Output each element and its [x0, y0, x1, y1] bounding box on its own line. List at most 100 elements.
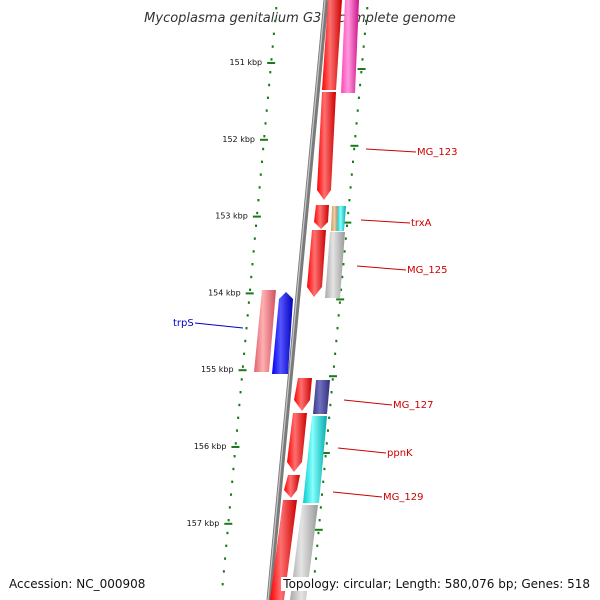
- tick-label: 152 kbp: [222, 135, 255, 144]
- minor-tick: [235, 429, 238, 432]
- minor-tick: [341, 275, 344, 279]
- minor-tick: [241, 365, 244, 368]
- minor-tick: [228, 506, 231, 509]
- minor-tick: [262, 147, 265, 151]
- gene-label-mg127: MG_127: [393, 400, 433, 411]
- minor-tick: [270, 58, 273, 61]
- minor-tick: [266, 96, 269, 99]
- gene-label-trps: trpS: [173, 318, 194, 329]
- cds-mg129-red: [284, 475, 300, 498]
- cds-small-red: [314, 205, 329, 229]
- minor-tick: [246, 314, 249, 317]
- minor-tick: [238, 403, 241, 407]
- minor-tick: [237, 416, 240, 419]
- minor-tick: [265, 109, 268, 112]
- minor-tick: [360, 71, 363, 74]
- minor-tick: [272, 32, 275, 35]
- cds-top: [322, 0, 342, 90]
- minor-tick: [263, 135, 266, 138]
- minor-tick: [326, 429, 329, 432]
- cds-mg123: [317, 92, 336, 200]
- minor-tick: [231, 480, 234, 483]
- cds-bottom-red: [270, 500, 297, 600]
- leader-mg123: [365, 148, 417, 153]
- minor-tick: [226, 531, 229, 535]
- cds-pink: [341, 0, 359, 93]
- minor-tick: [315, 557, 318, 560]
- minor-tick: [250, 275, 253, 279]
- minor-tick: [275, 7, 278, 10]
- minor-tick: [317, 531, 320, 535]
- minor-tick: [323, 467, 326, 471]
- cds-mg125-red: [307, 230, 326, 297]
- minor-tick: [363, 32, 366, 35]
- gene-label-ppnk: ppnK: [387, 448, 413, 459]
- leader-mg125: [356, 265, 407, 271]
- cds-trps-blue: [272, 292, 293, 374]
- minor-tick: [335, 339, 338, 343]
- minor-tick: [322, 480, 325, 483]
- gene-label-mg123: MG_123: [417, 147, 457, 158]
- minor-tick: [344, 237, 347, 240]
- forward-strand-features: [254, 290, 293, 374]
- minor-tick: [244, 339, 247, 343]
- cds-trps-salmon: [254, 290, 276, 372]
- minor-tick: [348, 199, 351, 202]
- minor-tick: [338, 301, 341, 304]
- minor-tick: [362, 45, 365, 48]
- tick-label: 151 kbp: [230, 58, 263, 67]
- minor-tick: [321, 493, 324, 496]
- minor-tick: [227, 519, 230, 522]
- cds-trxa-cyan: [337, 206, 346, 231]
- minor-tick: [225, 544, 228, 547]
- right-ladder: [312, 7, 369, 586]
- minor-tick: [240, 378, 243, 381]
- minor-tick: [351, 160, 354, 163]
- tick-label: 153 kbp: [215, 212, 248, 221]
- minor-tick: [350, 173, 353, 176]
- minor-tick: [330, 391, 333, 394]
- cds-bottom-gray: [290, 505, 318, 600]
- minor-tick: [340, 288, 343, 291]
- leader-trxa: [360, 219, 411, 224]
- minor-tick: [224, 557, 227, 560]
- leader-mg127: [343, 399, 393, 406]
- minor-tick: [343, 250, 346, 253]
- gene-label-trxa: trxA: [411, 218, 432, 229]
- minor-tick: [332, 365, 335, 368]
- tick-ladder: 151 kbp 152 kbp 153 kbp 154 kbp 155 kbp 156 k…: [187, 7, 278, 586]
- minor-tick: [336, 327, 339, 330]
- minor-tick: [234, 442, 237, 445]
- minor-tick: [258, 186, 261, 189]
- minor-tick: [245, 327, 248, 330]
- minor-tick: [233, 455, 236, 458]
- minor-tick: [274, 19, 277, 23]
- minor-tick: [328, 416, 331, 419]
- minor-tick: [256, 211, 259, 215]
- genome-summary-text: Topology: circular; Length: 580,076 bp; …: [281, 577, 592, 591]
- minor-tick: [334, 352, 337, 355]
- minor-tick: [251, 263, 254, 266]
- genome-backbone-highlight: [267, 0, 326, 600]
- minor-tick: [354, 135, 357, 138]
- minor-tick: [329, 403, 332, 407]
- gene-labels: MG_123 trxA MG_125 trpS MG_127 ppnK MG_1…: [173, 147, 457, 503]
- cds-trxa-tan: [331, 206, 338, 231]
- tick-label: 155 kbp: [201, 365, 234, 374]
- minor-tick: [318, 519, 321, 522]
- cds-ppnk-cyan: [303, 416, 327, 503]
- minor-tick: [324, 455, 327, 458]
- tick-label: 154 kbp: [208, 288, 241, 297]
- minor-tick: [269, 71, 272, 74]
- minor-tick: [243, 352, 246, 355]
- minor-tick: [249, 288, 252, 291]
- tick-label: 156 kbp: [194, 442, 227, 451]
- minor-tick: [349, 186, 352, 189]
- leader-ppnk: [337, 447, 387, 454]
- minor-tick: [319, 506, 322, 509]
- minor-tick: [252, 250, 255, 253]
- reverse-strand-features: [270, 0, 359, 600]
- map-title: Mycoplasma genitalium G37, complete geno…: [144, 11, 456, 26]
- minor-tick: [259, 173, 262, 176]
